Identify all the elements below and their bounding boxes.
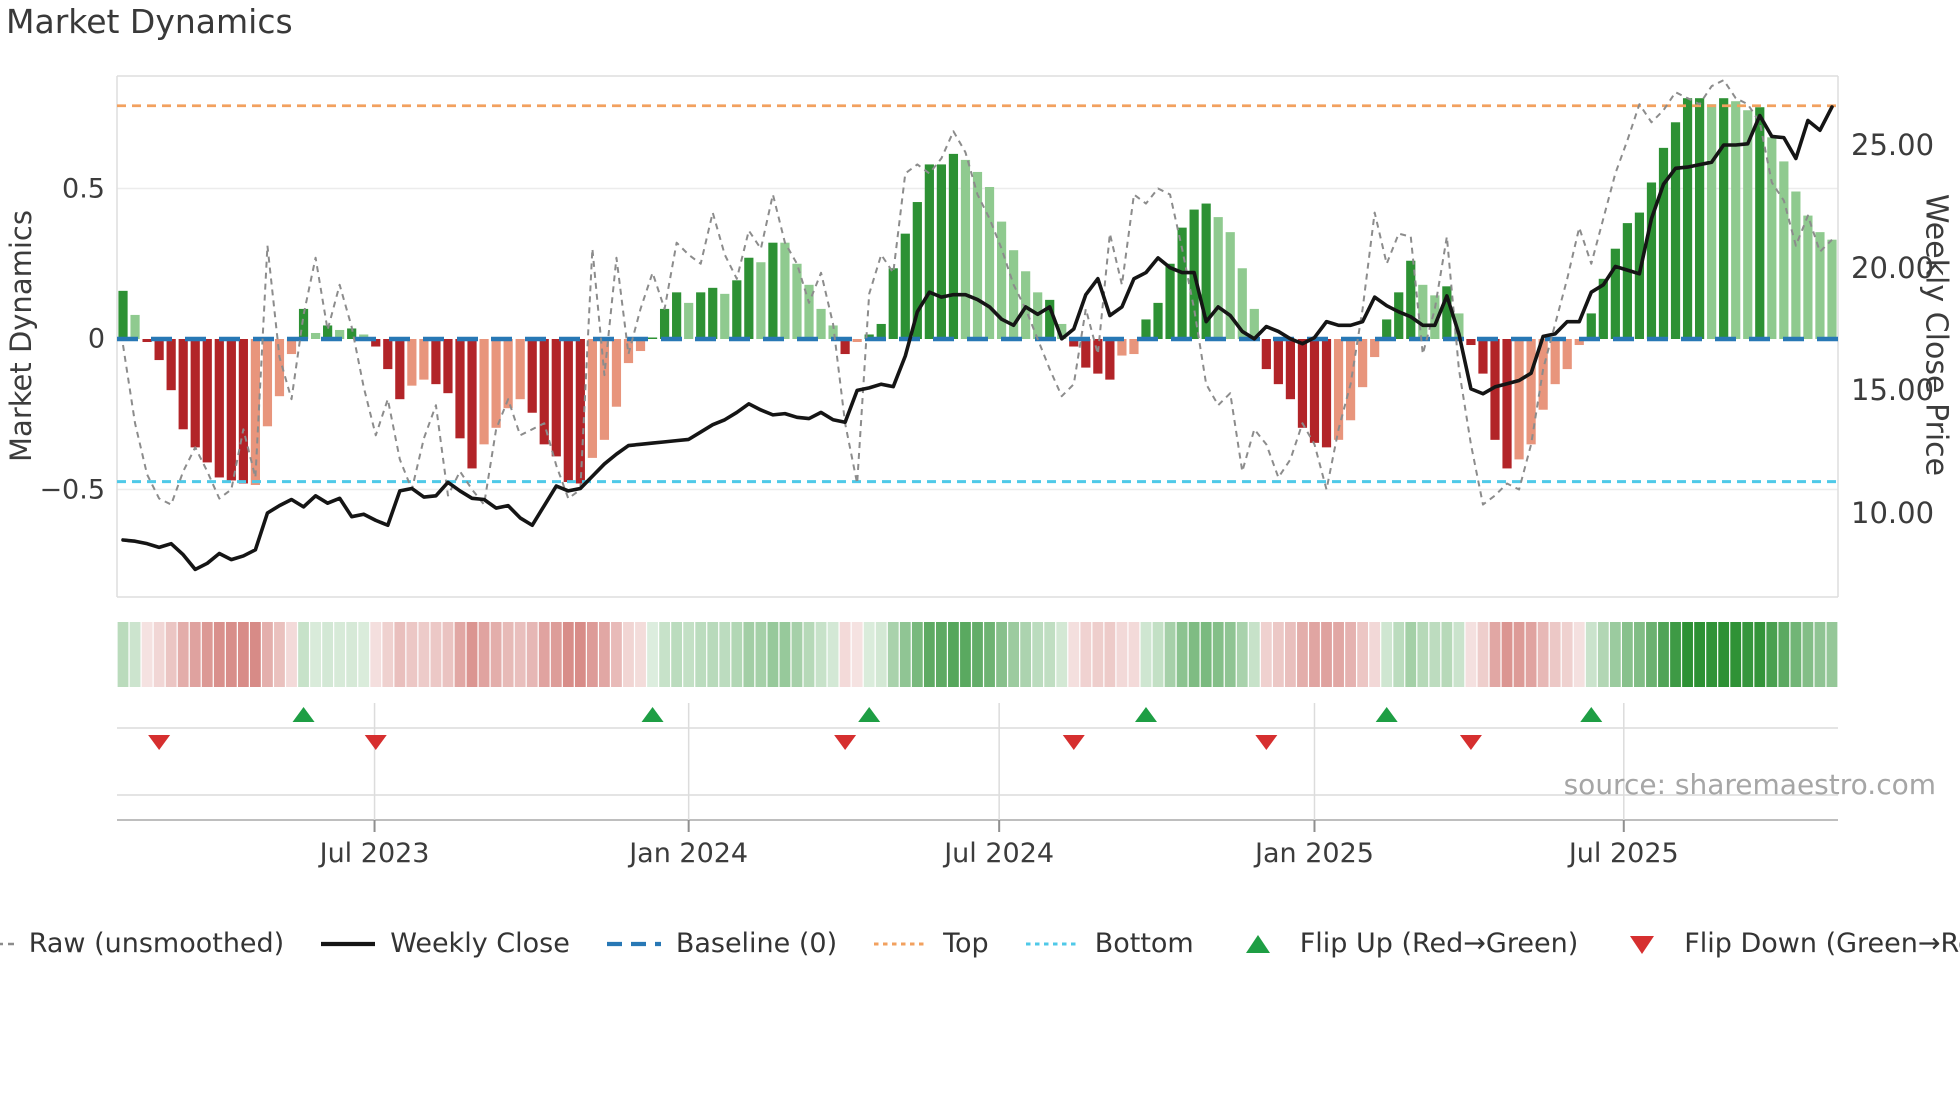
marker-panel xyxy=(117,703,1838,832)
legend-item: Raw (unsmoothed) xyxy=(0,928,284,959)
right-tick-label: 10.00 xyxy=(1851,496,1935,530)
legend-item: Top xyxy=(872,928,989,959)
legend-item-label: Flip Down (Green→Red) xyxy=(1684,928,1960,959)
right-tick-label: 25.00 xyxy=(1851,128,1935,162)
left-tick-label: −0.5 xyxy=(39,474,105,505)
legend-item-label: Baseline (0) xyxy=(675,928,838,959)
legend-item-label: Weekly Close xyxy=(390,928,570,959)
legend-item: Weekly Close xyxy=(319,928,570,959)
x-tick-label: Jan 2025 xyxy=(1255,838,1374,869)
legend-item: Bottom xyxy=(1024,928,1194,959)
legend-item: Baseline (0) xyxy=(605,928,837,959)
chart-title: Market Dynamics xyxy=(6,2,293,41)
legend-swatch-solid-line xyxy=(321,941,376,946)
left-tick-label: 0 xyxy=(87,323,105,355)
legend-item: Flip Down (Green→Red) xyxy=(1613,928,1960,959)
legend-item-label: Raw (unsmoothed) xyxy=(28,928,285,959)
heatmap-strip xyxy=(117,622,1838,687)
legend-swatch-triangle-down xyxy=(1630,935,1655,954)
x-tick-label: Jul 2023 xyxy=(319,838,430,869)
price-line xyxy=(121,105,1834,572)
oscillator-bars xyxy=(118,98,1837,485)
x-tick-label: Jul 2024 xyxy=(944,838,1055,869)
right-tick-label: 20.00 xyxy=(1851,250,1935,285)
legend-item-label: Flip Up (Red→Green) xyxy=(1299,928,1579,959)
legend-swatch-long-dash xyxy=(606,941,661,946)
legend-item: Flip Up (Red→Green) xyxy=(1229,928,1579,959)
x-tick-label: Jul 2025 xyxy=(1568,838,1679,869)
flip-up-markers xyxy=(292,707,1603,722)
legend-swatch-triangle-up xyxy=(1245,934,1270,953)
raw-line xyxy=(122,79,1833,506)
legend: Raw (unsmoothed) Weekly Close Baseline (0)… xyxy=(0,928,1960,959)
source-credit: source: sharemaestro.com xyxy=(1563,768,1936,801)
legend-item-label: Bottom xyxy=(1094,928,1194,959)
legend-swatch-dashed-line xyxy=(0,942,14,945)
x-tick-label: Jan 2024 xyxy=(629,838,749,869)
legend-swatch-dotted-line xyxy=(1025,942,1080,945)
legend-item-label: Top xyxy=(943,928,989,959)
left-tick-label: 0.5 xyxy=(62,173,105,204)
right-tick-label: 15.00 xyxy=(1851,373,1935,408)
flip-down-markers xyxy=(148,735,1482,750)
legend-swatch-dotted-line xyxy=(874,942,929,945)
